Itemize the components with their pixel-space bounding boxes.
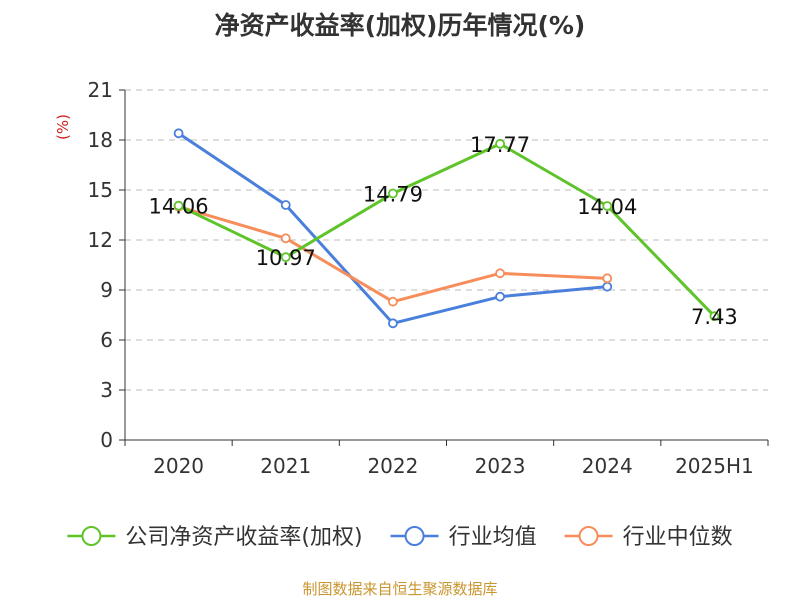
y-axis-label: (%) [54,114,72,140]
series-line [177,132,608,325]
data-point [173,128,184,139]
data-point [495,268,505,279]
data-point [495,138,505,149]
legend-marker [81,526,102,546]
legend-item[interactable]: 行业中位数 [564,525,733,550]
data-label: 14.06 [149,195,209,219]
series-line [178,205,608,304]
legend-item[interactable]: 公司净资产收益率(加权) [67,525,363,550]
data-label: 10.97 [256,246,316,270]
data-point [388,296,398,307]
y-tick-label: 6 [100,328,113,352]
data-point [495,291,505,302]
tick-labels: 0 3 6 9 12 15 18 21 2020 2021 2022 2023 2024 2025H1 [88,78,754,478]
y-tick-label: 9 [100,278,113,302]
y-tick-label: 12 [88,228,113,252]
y-tick-label: 15 [88,178,113,202]
legend-label: 行业中位数 [623,525,733,550]
legend-label: 行业均值 [449,525,537,550]
data-point [280,233,291,244]
data-label: 14.79 [363,183,423,207]
x-tick-label: 2023 [475,454,526,478]
data-point [602,281,613,292]
axes [119,89,769,446]
legend-marker [578,526,599,546]
data-point [173,200,184,211]
x-tick-label: 2025H1 [675,454,754,478]
series-lines [173,128,720,329]
chart-title: 净资产收益率(加权)历年情况(%) [214,11,586,40]
data-labels: 14.06 10.97 14.79 17.77 14.04 7.43 [149,133,738,329]
x-tick-label: 2024 [582,454,633,478]
y-tick-label: 21 [88,78,113,102]
grid-lines [125,89,768,391]
data-label: 17.77 [470,133,530,157]
x-tick-label: 2020 [153,454,204,478]
data-point [388,188,398,199]
y-tick-label: 3 [100,378,113,402]
data-source: 制图数据来自恒生聚源数据库 [302,580,498,598]
x-tick-label: 2021 [260,454,311,478]
data-point [602,273,613,284]
data-point [709,311,720,322]
y-tick-label: 18 [88,128,113,152]
x-tick-label: 2022 [367,454,418,478]
legend[interactable]: 公司净资产收益率(加权) 行业均值 行业中位数 [67,525,733,550]
series-line [177,142,716,318]
data-point [602,201,613,211]
y-tick-label: 0 [100,428,113,452]
data-label: 14.04 [577,195,637,219]
legend-marker [404,526,425,546]
legend-item[interactable]: 行业均值 [390,525,537,550]
data-point [280,200,291,210]
data-point [280,252,291,263]
legend-label: 公司净资产收益率(加权) [125,525,362,550]
data-label: 7.43 [691,305,738,329]
data-point [388,318,398,329]
